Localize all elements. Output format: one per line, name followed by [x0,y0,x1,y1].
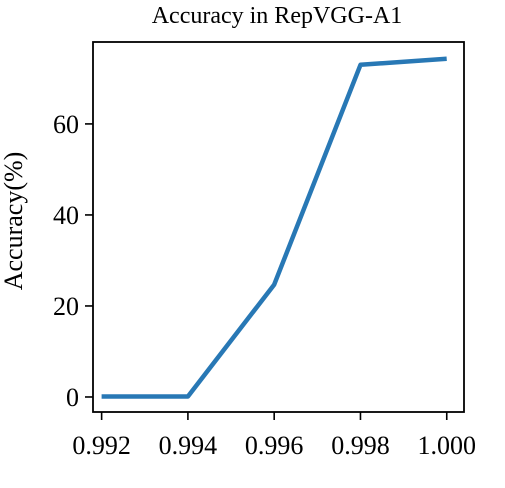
y-tick-label: 0 [66,383,79,412]
x-axis-ticks: 0.992 0.994 0.996 0.998 1.000 [72,412,476,460]
series-line [101,56,447,399]
y-tick-label: 60 [53,110,79,139]
chart-title: Accuracy in RepVGG-A1 [152,3,403,29]
y-tick-label: 40 [53,201,79,230]
y-axis-ticks: 0 20 40 60 [53,110,93,412]
plot-frame [92,41,465,413]
x-tick-label: 0.998 [331,431,390,460]
y-axis-label: Accuracy(%) [0,152,28,291]
x-tick-label: 0.992 [72,431,131,460]
y-tick-label: 20 [53,292,79,321]
x-tick-label: 0.996 [245,431,304,460]
x-tick-label: 0.994 [159,431,218,460]
plot-area: 0.992 0.994 0.996 0.998 1.000 0 20 40 60 [53,41,476,460]
series-layer [101,56,447,399]
x-tick-label: 1.000 [417,431,476,460]
